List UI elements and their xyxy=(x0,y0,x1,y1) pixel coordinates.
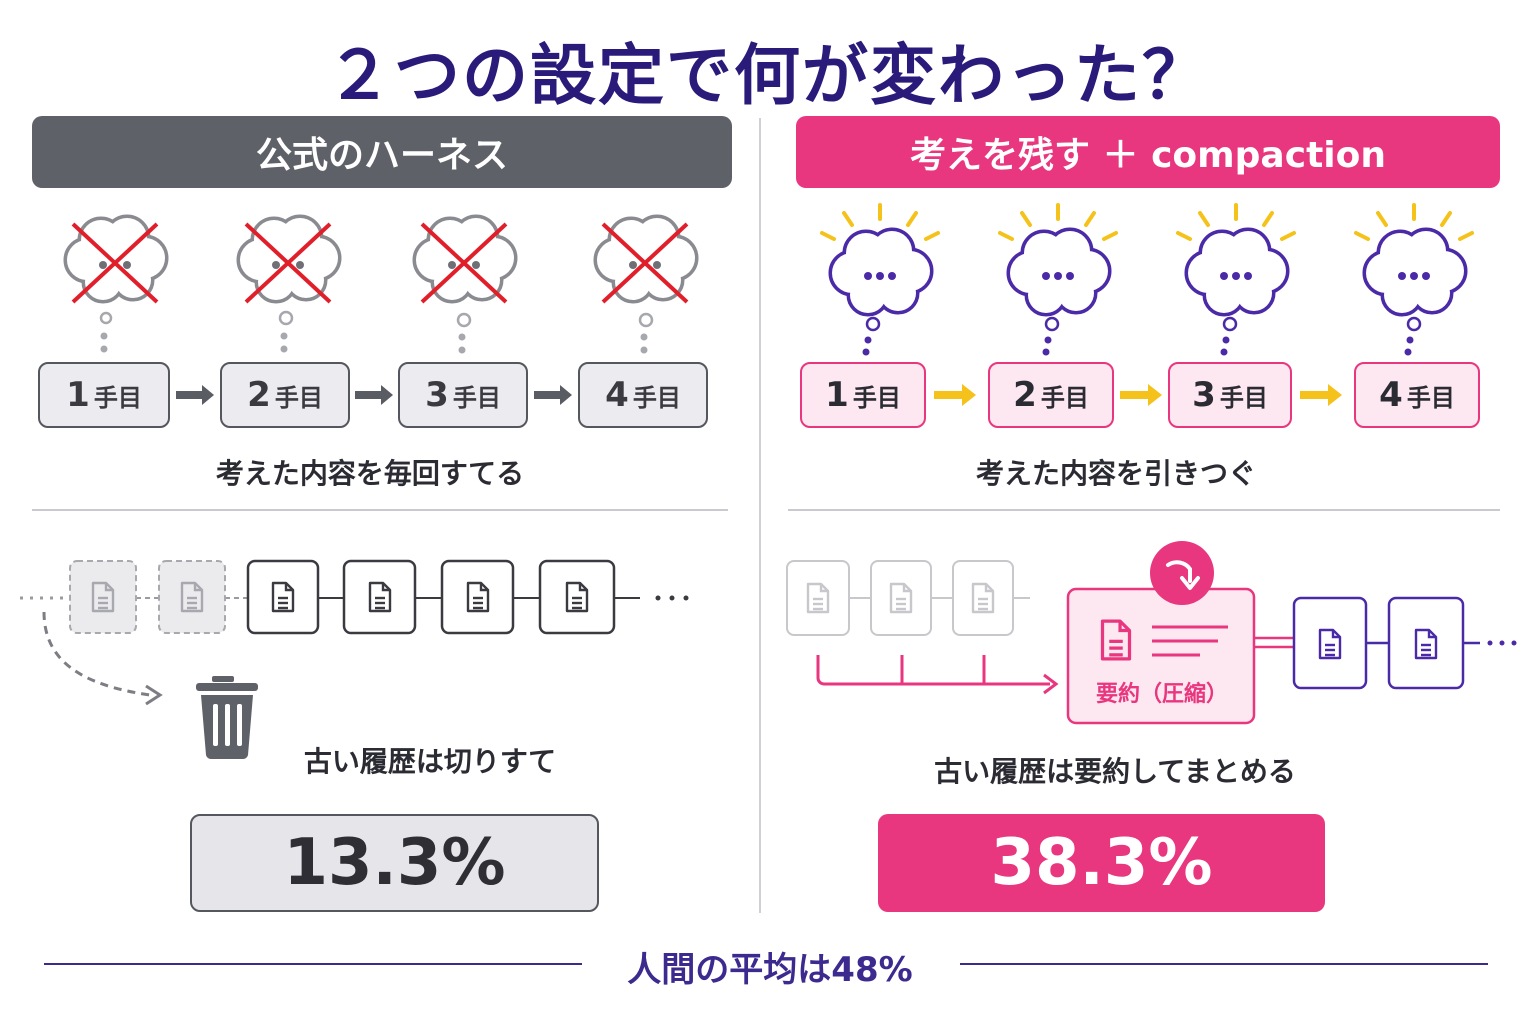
left-panel-header: 公式のハーネス xyxy=(32,116,732,188)
left-thought-dots xyxy=(99,310,654,354)
step-number: 3 xyxy=(1192,375,1216,415)
right-step-arrows xyxy=(934,384,1342,406)
left-result-score: 13.3% xyxy=(190,814,599,912)
step-label: 手目 xyxy=(852,383,901,412)
left-step-arrows xyxy=(176,385,572,405)
right-thinking-cloud-2-icon xyxy=(998,203,1118,313)
left-history-caption: 古い履歴は切りすて xyxy=(303,745,557,778)
trash-icon xyxy=(196,676,258,760)
step-number: 1 xyxy=(825,375,849,415)
document-icon xyxy=(246,559,320,635)
left-thought-cloud-3-icon xyxy=(416,218,514,302)
step-label: 手目 xyxy=(1040,383,1089,412)
step-number: 1 xyxy=(66,375,90,415)
step-number: 4 xyxy=(1379,375,1403,415)
right-thinking-cloud-4-icon xyxy=(1354,203,1474,313)
step-label: 手目 xyxy=(1406,383,1455,412)
summary-label: 要約（圧縮） xyxy=(1096,681,1228,707)
right-section-divider xyxy=(788,509,1500,511)
footer-line-left xyxy=(44,963,582,965)
step-label: 手目 xyxy=(1219,383,1268,412)
right-history-chain xyxy=(786,541,1517,725)
step-number: 4 xyxy=(605,375,629,415)
right-step-4: 4 手目 xyxy=(1354,362,1480,428)
discarded-document-icon xyxy=(69,560,137,634)
right-thinking-cloud-1-icon xyxy=(820,203,940,313)
step-number: 3 xyxy=(425,375,449,415)
human-average-note: 人間の平均は48% xyxy=(627,950,913,990)
document-icon xyxy=(1292,596,1368,690)
document-icon xyxy=(538,559,616,635)
summary-box xyxy=(1066,587,1256,725)
right-history-caption: 古い履歴は要約してまとめる xyxy=(934,755,1296,788)
faded-document-icon xyxy=(786,560,850,636)
document-icon xyxy=(342,559,417,635)
left-thought-cloud-1-icon xyxy=(67,218,165,302)
left-thought-cloud-4-icon xyxy=(597,218,695,302)
step-number: 2 xyxy=(1013,375,1037,415)
discard-arrow xyxy=(42,611,151,697)
compaction-bracket-arrow xyxy=(816,655,1059,695)
step-label: 手目 xyxy=(93,383,142,412)
step-label: 手目 xyxy=(452,383,501,412)
footer-line-right xyxy=(960,963,1488,965)
right-thinking-cloud-3-icon xyxy=(1176,203,1296,313)
right-result-score: 38.3% xyxy=(878,814,1325,912)
step-number: 2 xyxy=(247,375,271,415)
right-thought-caption: 考えた内容を引きつぐ xyxy=(975,457,1256,490)
left-step-1: 1 手目 xyxy=(38,362,170,428)
left-thought-cloud-2-icon xyxy=(240,218,338,302)
faded-document-icon xyxy=(870,560,932,636)
faded-document-icon xyxy=(952,560,1014,636)
right-step-1: 1 手目 xyxy=(800,362,926,428)
left-step-3: 3 手目 xyxy=(398,362,528,428)
document-icon xyxy=(1387,596,1465,690)
left-history-chain xyxy=(20,559,689,760)
left-thought-caption: 考えた内容を毎回すてる xyxy=(215,457,525,490)
right-panel-header: 考えを残す ＋ compaction xyxy=(796,116,1500,188)
right-thought-dots xyxy=(862,316,1422,356)
step-label: 手目 xyxy=(632,383,681,412)
left-section-divider xyxy=(32,509,728,511)
step-label: 手目 xyxy=(274,383,323,412)
right-step-2: 2 手目 xyxy=(988,362,1114,428)
compress-arrow-icon xyxy=(1150,541,1214,605)
right-step-3: 3 手目 xyxy=(1168,362,1292,428)
page-title: ２つの設定で何が変わった？ xyxy=(326,37,1210,114)
left-step-2: 2 手目 xyxy=(220,362,350,428)
discarded-document-icon xyxy=(158,560,226,634)
center-divider xyxy=(759,118,761,913)
left-step-4: 4 手目 xyxy=(578,362,708,428)
document-icon xyxy=(440,559,515,635)
